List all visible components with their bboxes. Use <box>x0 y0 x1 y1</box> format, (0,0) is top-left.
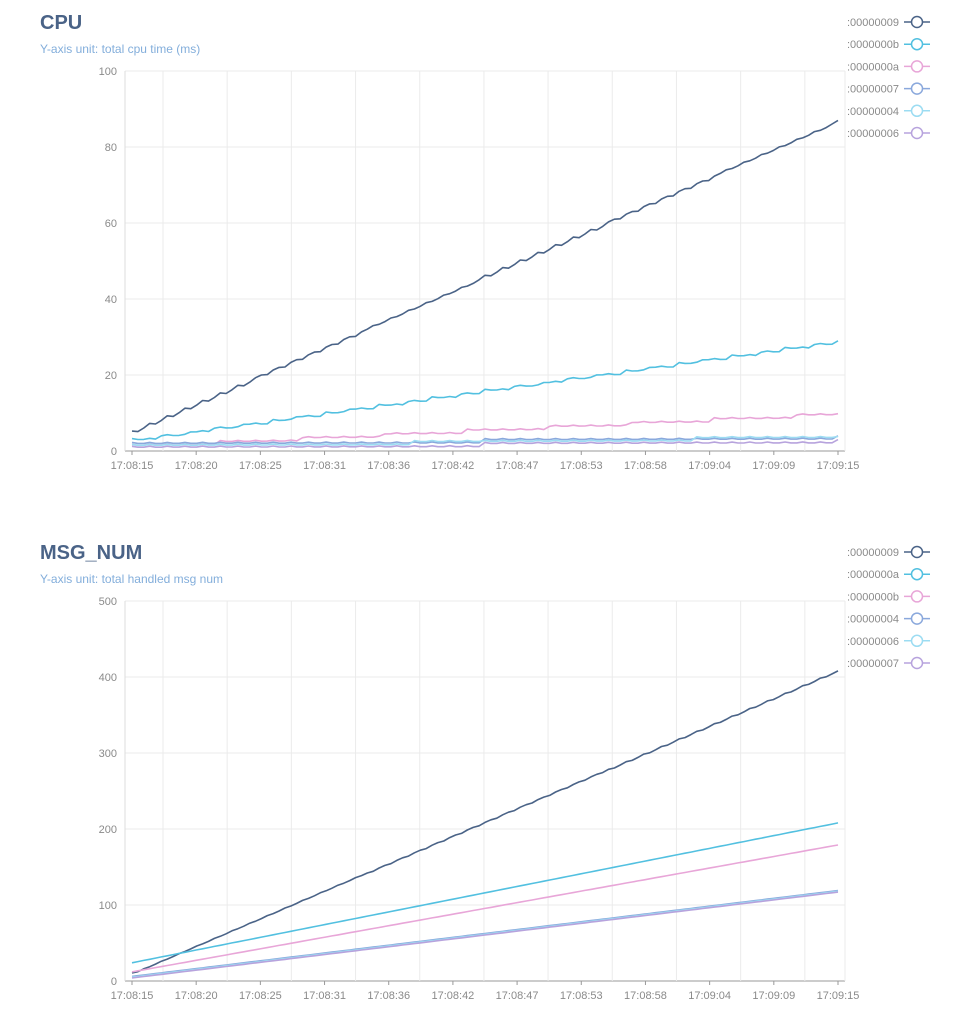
msg-num-panel: MSG_NUM Y-axis unit: total handled msg n… <box>0 530 969 1030</box>
series-line[interactable] <box>131 438 839 449</box>
legend-label: :00000009 <box>847 547 899 559</box>
legend-label: :0000000b <box>847 39 899 51</box>
series-line[interactable] <box>131 435 839 447</box>
x-tick-label: 17:08:42 <box>431 460 474 472</box>
legend-item[interactable]: :00000007 <box>847 82 930 96</box>
chart-subtitle: Y-axis unit: total handled msg num <box>40 572 223 586</box>
chart-subtitle: Y-axis unit: total cpu time (ms) <box>40 42 201 56</box>
grid <box>125 70 845 452</box>
x-tick-label: 17:09:15 <box>817 990 860 1002</box>
msg-num-line-chart[interactable]: 0 100 200 300 400 500 17:08:15 17:08:20 17:08:25… <box>0 530 969 1030</box>
legend-circle-marker <box>910 545 924 559</box>
series-line[interactable] <box>131 340 839 441</box>
x-tick-label: 17:08:53 <box>560 460 603 472</box>
y-tick-label: 20 <box>105 370 117 382</box>
x-tick-label: 17:09:09 <box>752 990 795 1002</box>
y-tick-label: 200 <box>99 824 117 836</box>
x-tick-label: 17:09:04 <box>688 990 731 1002</box>
x-tick-label: 17:08:31 <box>303 990 346 1002</box>
series-line[interactable] <box>131 822 839 964</box>
legend-circle-marker <box>910 590 924 603</box>
x-tick-label: 17:08:25 <box>239 990 282 1002</box>
x-tick-label: 17:09:09 <box>752 460 795 472</box>
x-tick-label: 17:08:15 <box>111 990 154 1002</box>
chart-title: MSG_NUM <box>40 542 143 564</box>
series-line[interactable] <box>131 891 839 979</box>
legend-circle-marker <box>910 82 924 95</box>
x-tick-label: 17:08:53 <box>560 990 603 1002</box>
y-tick-label: 60 <box>105 218 117 230</box>
y-tick-label: 40 <box>105 294 117 306</box>
y-tick-label: 100 <box>99 900 117 912</box>
legend-item[interactable]: :0000000b <box>847 590 930 604</box>
series-line[interactable] <box>131 844 839 973</box>
cpu-panel: CPU Y-axis unit: total cpu time (ms) 0 20… <box>0 0 969 500</box>
x-tick-label: 17:08:15 <box>111 460 154 472</box>
legend-label: :00000009 <box>847 17 899 29</box>
legend-label: :0000000a <box>847 61 900 73</box>
y-tick-label: 0 <box>111 446 117 458</box>
x-tick-label: 17:08:36 <box>367 460 410 472</box>
legend-circle-marker <box>910 126 924 140</box>
legend-label: :00000006 <box>847 128 899 140</box>
legend-item[interactable]: :0000000a <box>847 60 930 74</box>
x-tick-label: 17:08:31 <box>303 460 346 472</box>
legend-label: :0000000a <box>847 569 900 581</box>
cpu-line-chart[interactable]: 0 20 40 60 80 100 17:08:15 17:08:20 17:08:25 17:0… <box>0 0 969 500</box>
legend-label: :00000004 <box>847 614 899 626</box>
legend-circle-marker <box>910 656 924 670</box>
chart-title: CPU <box>40 12 83 34</box>
y-tick-label: 300 <box>99 748 117 760</box>
legend-item[interactable]: :00000004 <box>847 104 930 118</box>
series-line[interactable] <box>131 119 839 433</box>
legend-item[interactable]: :0000000b <box>847 37 930 52</box>
legend-item[interactable]: :00000009 <box>847 545 930 560</box>
series-line[interactable] <box>131 670 839 974</box>
legend: :00000009 :0000000b :0000000a :00000007 :000… <box>847 15 930 141</box>
legend-item[interactable]: :00000004 <box>847 612 930 626</box>
legend-label: :00000007 <box>847 658 899 670</box>
x-tick-label: 17:08:58 <box>624 460 667 472</box>
x-tick-label: 17:08:58 <box>624 990 667 1002</box>
legend-circle-marker <box>910 567 924 581</box>
x-tick-label: 17:08:25 <box>239 460 282 472</box>
legend-circle-marker <box>910 15 924 29</box>
legend-item[interactable]: :00000006 <box>847 634 930 648</box>
legend-circle-marker <box>910 104 924 118</box>
legend: :00000009 :0000000a :0000000b :00000004 :000… <box>847 545 930 671</box>
legend-circle-marker <box>910 60 924 73</box>
x-tick-label: 17:08:47 <box>496 990 539 1002</box>
y-tick-label: 400 <box>99 672 117 684</box>
legend-item[interactable]: :00000007 <box>847 656 930 671</box>
legend-label: :00000006 <box>847 636 899 648</box>
x-tick-label: 17:09:04 <box>688 460 731 472</box>
y-tick-label: 0 <box>111 976 117 988</box>
legend-item[interactable]: :00000009 <box>847 15 930 30</box>
series-line[interactable] <box>131 435 839 445</box>
y-tick-label: 80 <box>105 142 117 154</box>
x-tick-label: 17:08:20 <box>175 460 218 472</box>
y-tick-label: 100 <box>99 66 117 78</box>
legend-item[interactable]: :00000006 <box>847 126 930 141</box>
y-tick-label: 500 <box>99 596 117 608</box>
legend-label: :0000000b <box>847 591 899 603</box>
legend-label: :00000004 <box>847 106 899 118</box>
legend-item[interactable]: :0000000a <box>847 567 930 582</box>
legend-circle-marker <box>910 634 924 648</box>
legend-circle-marker <box>910 37 924 51</box>
x-tick-label: 17:08:36 <box>367 990 410 1002</box>
grid <box>125 600 845 982</box>
x-tick-label: 17:09:15 <box>817 460 860 472</box>
legend-circle-marker <box>910 612 924 625</box>
legend-label: :00000007 <box>847 84 899 96</box>
series-line[interactable] <box>131 412 839 447</box>
x-tick-label: 17:08:42 <box>431 990 474 1002</box>
x-tick-label: 17:08:20 <box>175 990 218 1002</box>
x-tick-label: 17:08:47 <box>496 460 539 472</box>
